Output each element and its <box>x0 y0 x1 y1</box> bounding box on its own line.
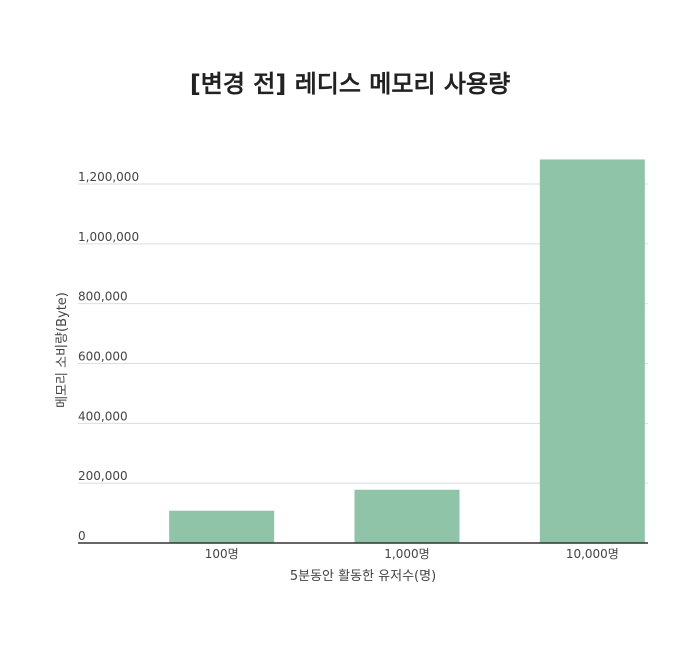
y-tick-label: 400,000 <box>78 409 128 423</box>
x-tick-label: 100명 <box>205 547 239 561</box>
y-tick-label: 1,200,000 <box>78 170 139 184</box>
x-axis-ticks: 100명 1,000명 10,000명 <box>205 547 619 561</box>
y-axis-label: 메모리 소비량(Byte) <box>55 292 70 408</box>
y-tick-label: 1,000,000 <box>78 230 139 244</box>
x-tick-label: 1,000명 <box>384 547 429 561</box>
bar <box>539 159 645 544</box>
bars <box>169 159 645 544</box>
x-axis-label: 5분동안 활동한 유저수(명) <box>290 569 436 584</box>
y-tick-label: 0 <box>78 529 86 543</box>
y-tick-label: 800,000 <box>78 290 128 304</box>
x-tick-label: 10,000명 <box>566 547 619 561</box>
bar <box>169 510 275 543</box>
chart-title: [변경 전] 레디스 메모리 사용량 <box>190 70 510 98</box>
y-tick-label: 600,000 <box>78 350 128 364</box>
y-axis-ticks: 0 200,000 400,000 600,000 800,000 1,000,000 1,… <box>78 170 139 543</box>
bar <box>354 489 460 543</box>
y-tick-label: 200,000 <box>78 469 128 483</box>
